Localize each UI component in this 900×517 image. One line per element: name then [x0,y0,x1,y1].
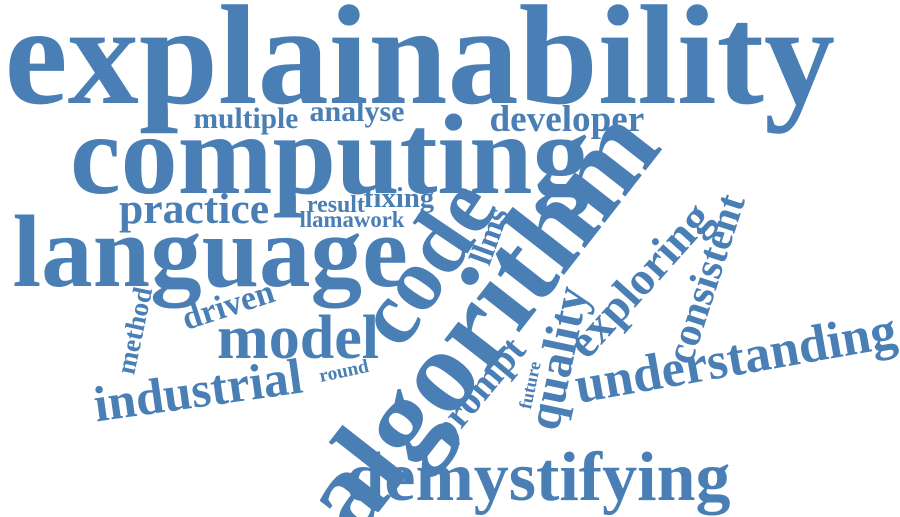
word-fixing: fixing [364,181,435,214]
word-analyse: analyse [309,95,405,128]
word-result: result [307,192,365,218]
word-llamawork: llamawork [299,206,405,232]
word-computing: computing [70,91,590,218]
word-explainability: explainability [4,0,836,134]
word-model: model [217,304,380,372]
word-developer: developer [489,98,645,140]
word-practice: practice [119,185,270,233]
word-multiple: multiple [193,102,299,135]
word-language: language [12,194,408,309]
word-demystifying: demystifying [345,439,731,516]
